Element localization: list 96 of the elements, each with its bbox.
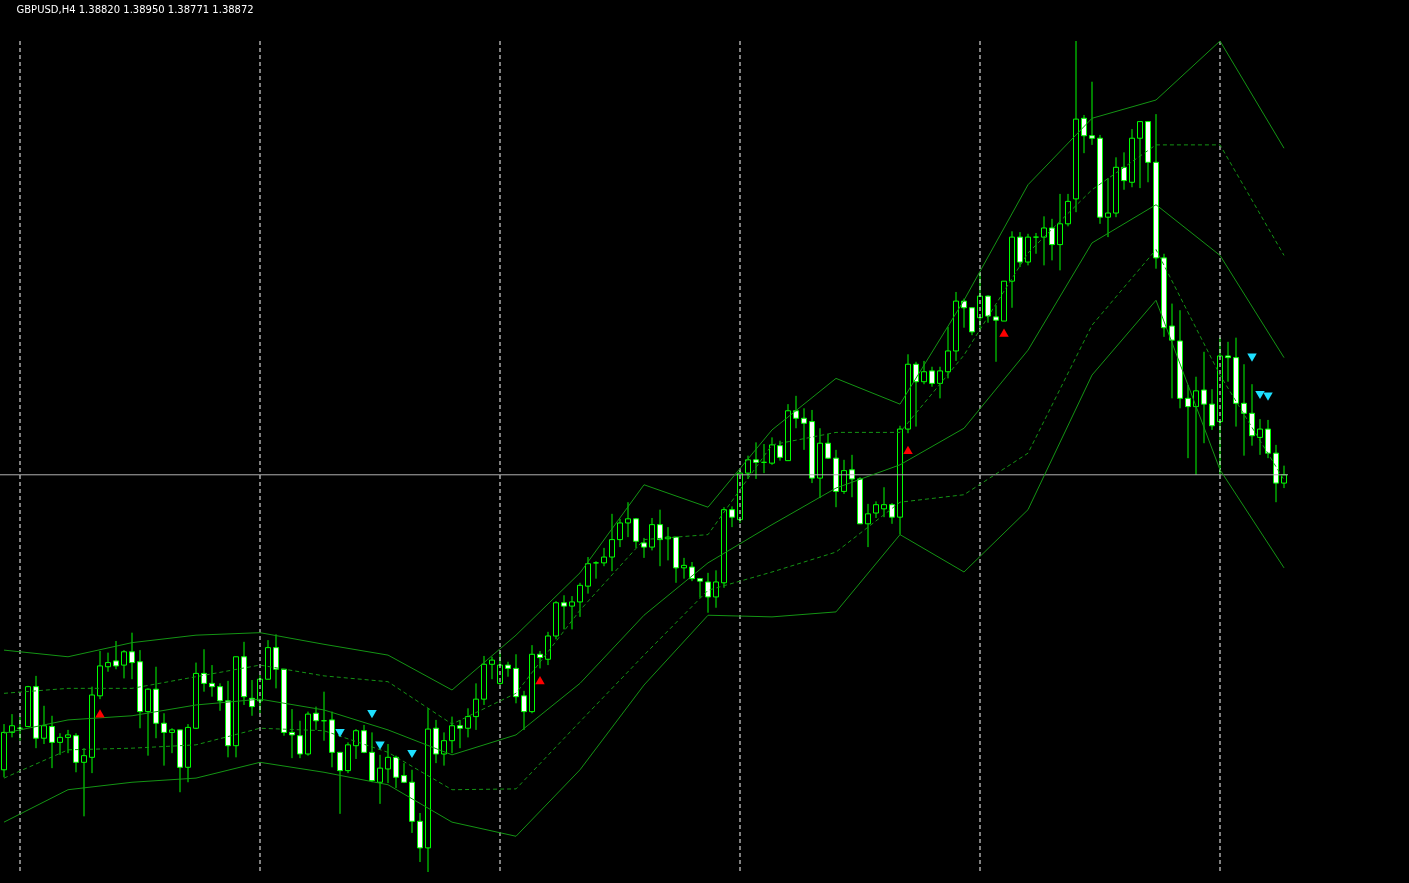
candlestick [1057,193,1063,271]
point [367,710,377,719]
candlestick [1065,193,1071,227]
candlestick [697,578,703,599]
candlestick [505,661,511,678]
candlestick [449,716,455,754]
candlestick [1249,383,1255,447]
candlestick [921,360,927,385]
candlestick [1241,363,1247,457]
candlestick [929,366,935,388]
point [903,445,913,454]
candlestick [1121,151,1127,191]
candlestick [545,631,551,666]
candlestick [1201,351,1207,444]
candlestick [41,705,47,745]
candlestick [297,720,303,759]
candlestick [105,652,111,673]
candlestick [49,715,55,769]
candlestick [681,557,687,580]
candlestick [1185,384,1191,459]
candlestick [1193,376,1199,476]
point [407,749,417,759]
candlestick [985,294,991,324]
candlestick [1049,218,1055,261]
candlestick [1041,215,1047,266]
point [999,328,1009,337]
candlestick [865,503,871,548]
candlestick [657,509,663,567]
candlestick [881,486,887,518]
candlestick [121,649,127,679]
candlestick [825,433,831,460]
candlestick [937,366,943,399]
candlestick [273,633,279,689]
candlestick [705,572,711,614]
candlestick [353,728,359,760]
candlestick [577,582,583,618]
candlestick [313,706,319,731]
candlestick [601,547,607,567]
candlestick [201,648,207,693]
candlestick [1225,341,1231,383]
candlestick [585,556,591,595]
candlestick [801,407,807,451]
candlestick [81,747,87,817]
candlestick [217,682,223,712]
candlestick [1209,388,1215,431]
candlestick [57,732,63,756]
candlestick [641,537,647,559]
candlestick [385,743,391,784]
candlestick [457,719,463,749]
candlestick [289,708,295,759]
candlestick [129,632,135,680]
candlestick [537,650,543,669]
candlestick [569,595,575,630]
candlestick [665,526,671,561]
candlestick [65,729,71,754]
candlestick [649,517,655,551]
candlestick [145,687,151,757]
candlestick [777,440,783,462]
candlestick [625,501,631,538]
point [95,709,105,718]
candlestick [593,560,599,580]
point [335,729,345,738]
candlestick [753,441,759,480]
candlestick [1169,303,1175,399]
point [535,675,545,685]
candlestick [793,395,799,429]
candlestick [633,517,639,549]
candlestick [1033,232,1039,255]
candlestick [945,326,951,379]
candlestick [441,731,447,767]
candlestick [849,454,855,498]
candlestick [745,455,751,480]
candlestick [161,712,167,767]
candlestick [729,505,735,528]
candlestick [713,569,719,609]
candlestick [769,436,775,466]
candlestick [209,664,215,698]
candlestick [521,690,527,731]
candlestick [1137,121,1143,189]
candlestick [337,751,343,815]
candlestick [489,656,495,680]
candlestick [113,640,119,670]
candlestick [377,754,383,805]
candlestick [465,707,471,738]
point [1255,390,1265,400]
candlestick [393,755,399,789]
candlestick [1257,418,1263,456]
candlestick [169,727,175,754]
candlestick [609,513,615,572]
candlestick [617,518,623,548]
candlestick [993,304,999,363]
candlestick [1105,177,1111,238]
candlestick [473,682,479,731]
chart-title: GBPUSD,H4 1.38820 1.38950 1.38771 1.38872 [16,3,254,15]
candlestick [1089,81,1095,146]
candlestick [561,594,567,630]
